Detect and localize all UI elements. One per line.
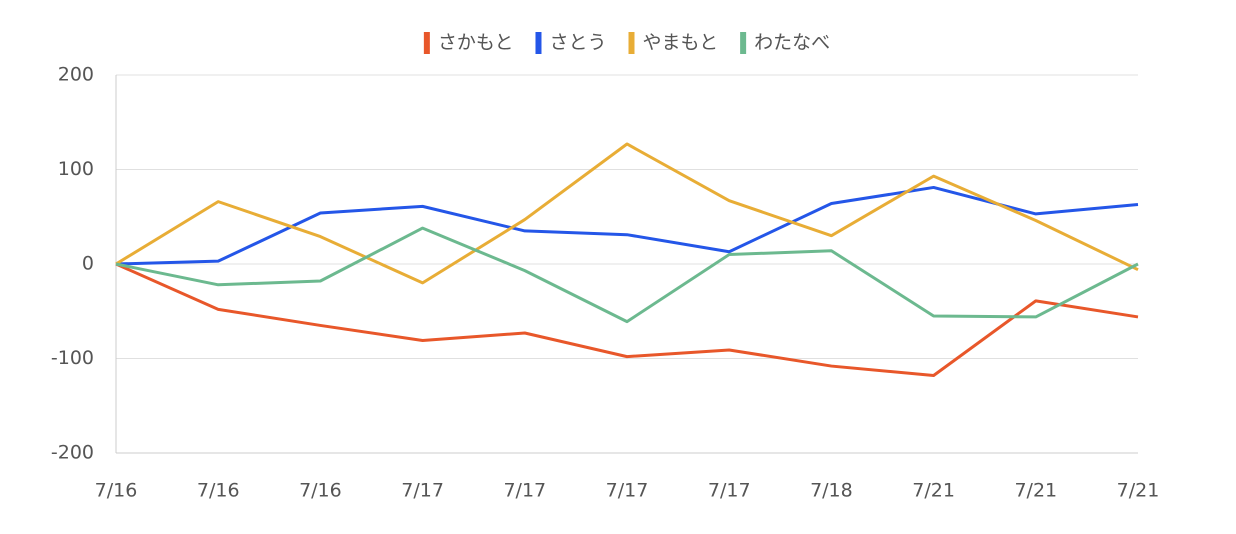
series-line	[115, 262, 1139, 378]
x-tick-label: 7/16	[95, 480, 138, 502]
x-tick-label: 7/17	[708, 480, 751, 502]
legend-label: さとう	[549, 32, 606, 54]
x-tick-label: 7/21	[1014, 480, 1057, 502]
series-line	[115, 142, 1139, 285]
x-tick-label: 7/18	[810, 480, 853, 502]
legend-label: わたなべ	[754, 32, 830, 54]
x-tick-label: 7/16	[299, 480, 342, 502]
legend-label: やまもと	[643, 32, 719, 54]
y-tick-label: 200	[58, 64, 94, 86]
y-tick-label: 100	[58, 158, 94, 180]
legend-swatch	[740, 32, 747, 54]
series-line	[115, 185, 1139, 266]
x-tick-label: 7/17	[503, 480, 546, 502]
legend-label: さかもと	[438, 32, 514, 54]
x-tick-label: 7/17	[606, 480, 649, 502]
legend-swatch	[423, 32, 430, 54]
legend-swatch	[535, 32, 542, 54]
legend-swatch	[628, 32, 635, 54]
x-tick-label: 7/21	[912, 480, 955, 502]
y-tick-label: -100	[51, 347, 94, 369]
x-tick-label: 7/17	[401, 480, 444, 502]
series-line	[115, 226, 1139, 324]
x-tick-label: 7/16	[197, 480, 240, 502]
y-tick-label: -200	[51, 442, 94, 464]
y-tick-label: 0	[82, 253, 94, 275]
x-tick-label: 7/21	[1117, 480, 1160, 502]
